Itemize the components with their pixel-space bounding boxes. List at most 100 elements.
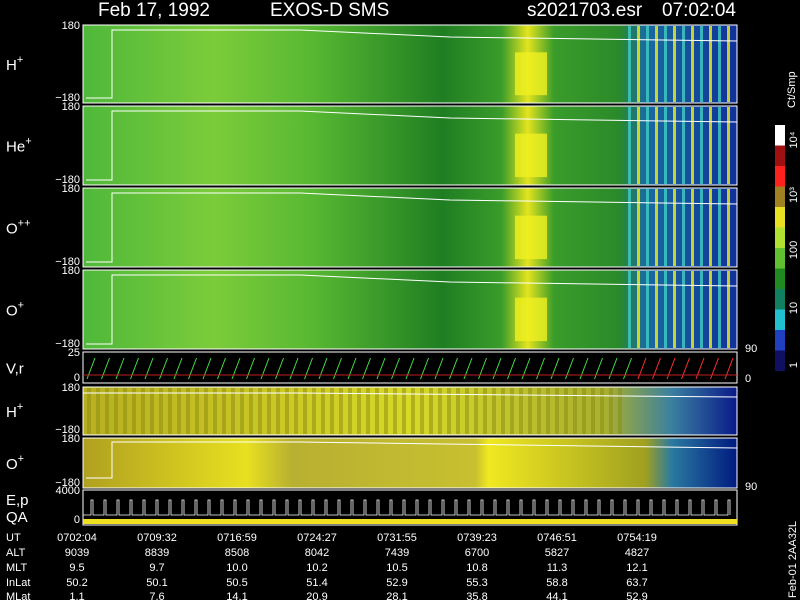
- row-label: InLat: [6, 577, 30, 589]
- stripe: [465, 388, 469, 434]
- cell: 7439: [385, 547, 409, 559]
- stripe: [718, 107, 721, 184]
- stripe: [700, 26, 703, 102]
- stripe: [339, 388, 343, 434]
- stripe: [366, 388, 370, 434]
- stripe: [646, 189, 649, 266]
- cbar-cell: [775, 309, 785, 330]
- label: O: [6, 303, 18, 320]
- label: O: [6, 221, 18, 238]
- panel-bg: [82, 437, 738, 489]
- cell: 9.7: [149, 562, 164, 574]
- stripe: [655, 271, 658, 348]
- tick-label: −180: [55, 256, 80, 268]
- stripe: [159, 388, 163, 434]
- label: He: [6, 139, 25, 156]
- stripe: [213, 388, 217, 434]
- row-label: UT: [6, 532, 21, 544]
- stripe: [727, 107, 730, 184]
- panel-label: E,p: [6, 492, 29, 509]
- stripe: [673, 271, 676, 348]
- row-label: MLat: [6, 591, 30, 600]
- row-label: ALT: [6, 547, 26, 559]
- stripe: [682, 189, 685, 266]
- stripe: [258, 388, 262, 434]
- stripe: [655, 189, 658, 266]
- stripe: [628, 26, 631, 102]
- cell: 10.8: [466, 562, 487, 574]
- cell: 4827: [625, 547, 649, 559]
- spot: [515, 133, 547, 178]
- stripe: [447, 388, 451, 434]
- stripe: [492, 388, 496, 434]
- stripe: [276, 388, 280, 434]
- cell: 0739:23: [457, 532, 497, 544]
- cell: 52.9: [386, 577, 407, 589]
- tick-label: 180: [62, 382, 80, 394]
- cell: 10.0: [226, 562, 247, 574]
- stripe: [691, 271, 694, 348]
- trace: [86, 441, 738, 479]
- panel-label2: QA: [6, 509, 28, 526]
- right-tick: 90: [745, 343, 757, 355]
- trace: [83, 392, 738, 398]
- stripe: [591, 388, 595, 434]
- time: 07:02:04: [662, 0, 736, 21]
- stripe: [267, 388, 271, 434]
- stripe: [429, 388, 433, 434]
- stripe: [691, 189, 694, 266]
- stripe: [411, 388, 415, 434]
- stripe: [618, 388, 622, 434]
- cbar-cell: [775, 330, 785, 351]
- trace: [86, 29, 738, 99]
- charge: +: [18, 300, 24, 312]
- cell: 63.7: [626, 577, 647, 589]
- stripe: [700, 271, 703, 348]
- stripe: [96, 388, 100, 434]
- date: Feb 17, 1992: [98, 0, 210, 21]
- spot: [515, 52, 547, 96]
- trace: [86, 110, 738, 181]
- stripe: [123, 388, 127, 434]
- stripe: [709, 189, 712, 266]
- stripe: [582, 388, 586, 434]
- stripe: [240, 388, 244, 434]
- tick-label: 25: [68, 347, 80, 359]
- stripe: [691, 26, 694, 102]
- tick-label: 180: [62, 265, 80, 277]
- stripe: [682, 107, 685, 184]
- cbar-cell: [775, 350, 785, 371]
- saw: [637, 357, 734, 380]
- stripe: [691, 107, 694, 184]
- stripe: [132, 388, 136, 434]
- cell: 50.2: [66, 577, 87, 589]
- tick-label: −180: [55, 424, 80, 436]
- cell: 51.4: [306, 577, 327, 589]
- cbar-tick: 10³: [788, 187, 800, 203]
- panel-label: He+: [6, 136, 32, 156]
- stripe: [177, 388, 181, 434]
- stripe: [655, 107, 658, 184]
- stripe: [700, 189, 703, 266]
- stripe: [510, 388, 514, 434]
- label: H: [6, 404, 17, 421]
- cell: 35.8: [466, 591, 487, 600]
- stripe: [168, 388, 172, 434]
- stripe: [537, 388, 541, 434]
- trace: [86, 192, 738, 263]
- footer: UT 0702:04 0709:32 0716:59 0724:27 0731:55 073…: [6, 532, 657, 600]
- panel-label: O+: [6, 300, 24, 320]
- stripe: [249, 388, 253, 434]
- stripe: [87, 388, 91, 434]
- stripe: [664, 271, 667, 348]
- cell: 58.8: [546, 577, 567, 589]
- cell: 10.5: [386, 562, 407, 574]
- cell: 5827: [545, 547, 569, 559]
- stripe: [709, 271, 712, 348]
- qa-bar: [83, 519, 737, 524]
- stripe: [105, 388, 109, 434]
- cell: 8042: [305, 547, 329, 559]
- tick-label: 4000: [56, 485, 80, 497]
- stripe: [294, 388, 298, 434]
